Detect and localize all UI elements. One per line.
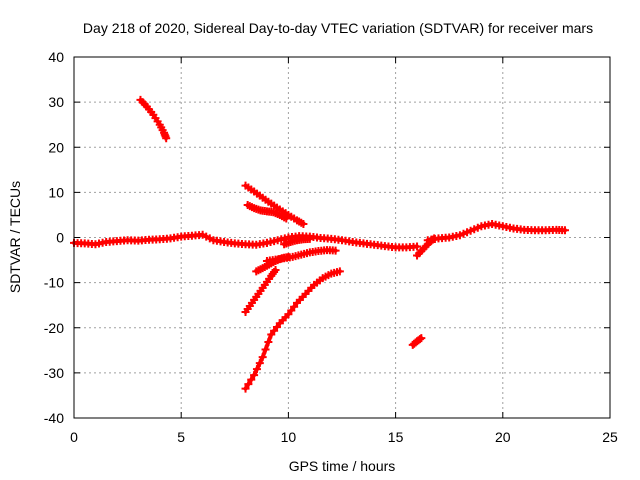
data-point [417, 334, 426, 343]
plot-marks [70, 95, 569, 393]
data-point [258, 353, 267, 362]
series-arc-plus7 [243, 201, 291, 223]
y-tick-label: 10 [48, 184, 64, 200]
series-trace-main-c [423, 219, 569, 245]
y-tick-label: 0 [56, 230, 64, 246]
x-axis-label: GPS time / hours [289, 458, 396, 474]
series-arc-neg7 [252, 252, 293, 276]
data-point [271, 265, 280, 274]
x-tick-label: 5 [177, 429, 185, 445]
data-point [284, 252, 293, 261]
x-tick-label: 20 [495, 429, 511, 445]
y-tick-label: -40 [44, 410, 64, 426]
data-point [299, 219, 308, 228]
data-point [305, 234, 314, 243]
data-point [252, 365, 261, 374]
y-tick-label: -20 [44, 320, 64, 336]
data-point [560, 226, 569, 235]
series-arc-neg23 [408, 334, 426, 349]
data-point [335, 267, 344, 276]
series-arc-high [136, 95, 171, 143]
chart-title: Day 218 of 2020, Sidereal Day-to-day VTE… [83, 20, 593, 36]
series-arc-neg16 [241, 265, 280, 316]
data-point [282, 214, 291, 223]
y-tick-label: 40 [48, 49, 64, 65]
data-point [331, 246, 340, 255]
data-point [247, 375, 256, 384]
x-tick-label: 25 [602, 429, 618, 445]
y-axis-label: SDTVAR / TECUs [7, 181, 23, 293]
x-tick-label: 0 [70, 429, 78, 445]
data-point [264, 338, 273, 347]
series-arc-neg33 [241, 267, 344, 393]
x-tick-label: 15 [388, 429, 404, 445]
data-point [241, 384, 250, 393]
y-tick-label: 20 [48, 139, 64, 155]
axis-ticks: 0 5 10 15 20 25 -40 -30 -20 -10 0 10 20 30 40 [44, 49, 618, 445]
data-point [162, 134, 171, 143]
data-point [250, 371, 259, 380]
series-arc-dip [413, 234, 439, 260]
data-point [261, 345, 270, 354]
x-tick-label: 10 [281, 429, 297, 445]
data-point [255, 359, 264, 368]
data-point [430, 234, 439, 243]
data-point [244, 380, 253, 389]
y-tick-label: -30 [44, 365, 64, 381]
y-tick-label: 30 [48, 94, 64, 110]
data-point [428, 235, 437, 244]
series-arc-neg-rise [280, 234, 314, 249]
y-tick-label: -10 [44, 275, 64, 291]
data-point [413, 242, 422, 251]
data-point [415, 335, 424, 344]
